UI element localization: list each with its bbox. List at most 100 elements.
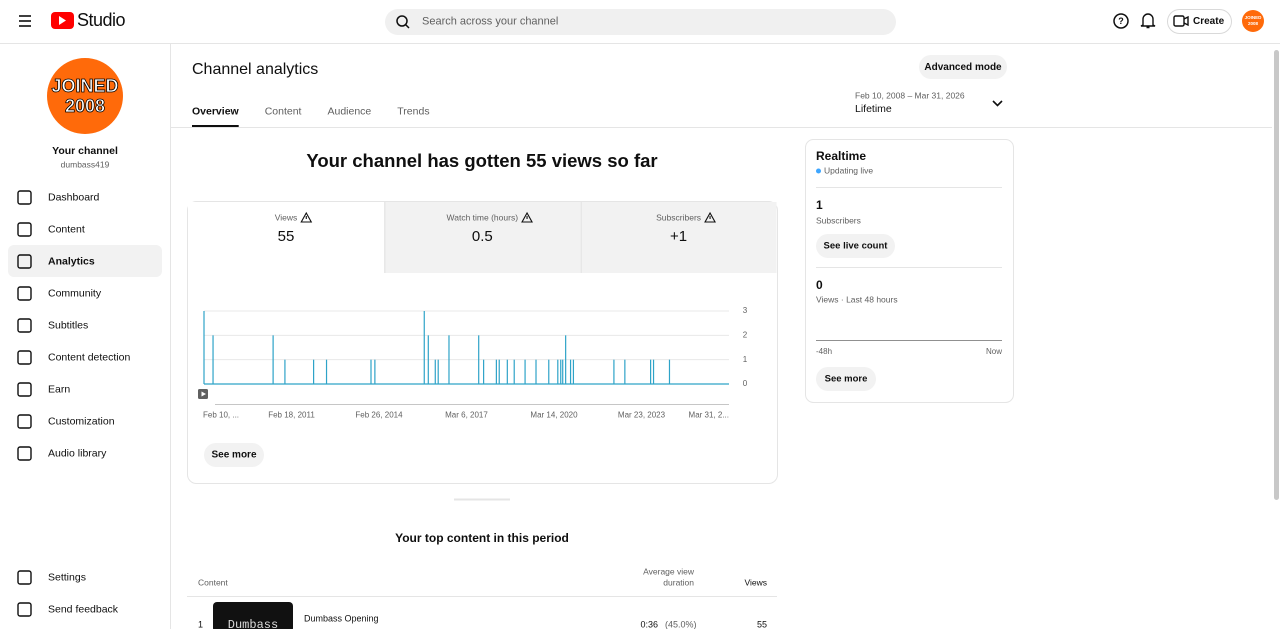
live-count-button[interactable]: See live count: [816, 234, 895, 258]
x-tick-label: Mar 23, 2023: [618, 411, 666, 420]
button-bg: [816, 367, 876, 391]
avatar-text: 2008: [1248, 21, 1259, 26]
nav-item[interactable]: Community: [17, 286, 102, 301]
sidebar-nav: Dashboard Content Analytics Community Subtit…: [8, 190, 162, 617]
nav-icon: [17, 190, 32, 205]
nav-item[interactable]: Subtitles: [17, 318, 88, 333]
nav-icon: [17, 350, 32, 365]
nav-icon: [17, 602, 32, 617]
tab[interactable]: Trends: [397, 105, 429, 117]
search-field[interactable]: [385, 9, 896, 35]
help-button[interactable]: ?: [1113, 13, 1129, 29]
thumbnail-text: Dumbass: [228, 618, 278, 629]
views-label: Views · Last 48 hours: [816, 294, 898, 304]
metric-tab[interactable]: Subscribers +1: [580, 202, 777, 273]
x-tick-label: Feb 10, ...: [203, 411, 239, 420]
channel-avatar[interactable]: JOINED 2008: [47, 58, 123, 134]
nav-icon: [17, 222, 32, 237]
channel-avatar-text: 2008: [65, 96, 105, 116]
button-bg: [919, 55, 1007, 79]
button-bg: [816, 234, 895, 258]
tab[interactable]: Overview: [192, 105, 240, 117]
avg-duration: 0:36: [640, 619, 658, 629]
nav-label: Content detection: [48, 351, 130, 363]
create-label: Create: [1193, 16, 1225, 27]
tabs: Overview Content Audience Trends: [192, 105, 430, 127]
nav-icon: [17, 570, 32, 585]
rank: 1: [198, 619, 203, 629]
scrollbar[interactable]: [1274, 50, 1279, 500]
y-tick-label: 2: [743, 330, 748, 339]
metric-tabs: Views 55 Watch time (hours) 0.5 Subscribers +…: [188, 202, 777, 273]
metric-tab[interactable]: Views 55: [188, 202, 384, 273]
menu-button[interactable]: [19, 15, 31, 27]
nav-item[interactable]: Audio library: [17, 446, 107, 461]
logo[interactable]: Studio: [51, 10, 126, 30]
warning-icon: [300, 211, 313, 223]
page-title: Channel analytics: [192, 61, 318, 78]
nav-item[interactable]: Settings: [17, 570, 86, 585]
channel-label: Your channel: [52, 145, 118, 157]
button-bg: [204, 443, 264, 467]
advanced-mode-button[interactable]: Advanced mode: [919, 55, 1007, 79]
video-title: Dumbass Opening: [304, 613, 379, 623]
content-row[interactable]: 1 Dumbass Dumbass Opening 0:36 (45.0%) 5…: [198, 602, 767, 629]
x-tick-label: Mar 6, 2017: [445, 411, 488, 420]
nav-icon: [17, 414, 32, 429]
nav-icon: [17, 254, 32, 269]
x-tick-label: Mar 14, 2020: [530, 411, 578, 420]
create-button[interactable]: Create: [1167, 9, 1232, 34]
notifications-button[interactable]: [1140, 13, 1156, 29]
views-count: 0: [816, 278, 823, 292]
nav-item[interactable]: Content: [17, 222, 85, 237]
nav-item[interactable]: Customization: [17, 414, 115, 429]
nav-label: Settings: [48, 571, 86, 583]
axis-end: Now: [986, 347, 1002, 356]
metric-bg: [580, 202, 777, 273]
see-more-button[interactable]: See more: [204, 443, 264, 467]
channel-avatar-text: JOINED: [51, 76, 118, 96]
nav-label: Community: [48, 287, 102, 299]
nav-item[interactable]: Analytics: [8, 245, 162, 277]
logo-play: [59, 16, 66, 25]
views-chart: 0 1 2 3 Feb 10, ... Feb 18, 2011 Feb 26, 2014 M…: [198, 306, 748, 420]
y-tick-label: 0: [743, 379, 748, 388]
tab[interactable]: Audience: [327, 105, 371, 117]
logo-text: Studio: [77, 10, 126, 30]
nav-item[interactable]: Content detection: [17, 350, 130, 365]
channel-handle: dumbass419: [61, 159, 110, 169]
search-placeholder: Search across your channel: [422, 15, 558, 27]
axis-start: -48h: [816, 347, 832, 356]
nav-item[interactable]: Earn: [17, 382, 70, 397]
subscriber-label: Subscribers: [816, 215, 861, 225]
nav-icon: [17, 446, 32, 461]
button-label: See more: [211, 450, 256, 461]
metric-label: Views: [275, 212, 298, 222]
metric-tab[interactable]: Watch time (hours) 0.5: [384, 202, 581, 273]
nav-label: Subtitles: [48, 319, 88, 331]
search-box[interactable]: Search across your channel: [385, 9, 896, 35]
create-icon-lens: [1183, 15, 1189, 27]
button-label: See more: [825, 374, 868, 385]
nav-item[interactable]: Send feedback: [17, 602, 119, 617]
column-header: Views: [744, 577, 767, 587]
x-tick-label: Feb 26, 2014: [355, 411, 403, 420]
y-tick-label: 3: [743, 306, 748, 315]
nav-label: Earn: [48, 383, 70, 395]
column-header: Average view: [643, 566, 695, 576]
avatar-text: JOINED: [1245, 15, 1263, 20]
nav-label: Customization: [48, 415, 115, 427]
x-tick-label: Feb 18, 2011: [268, 411, 315, 420]
metric-value: +1: [670, 228, 687, 245]
column-header: Content: [198, 577, 228, 587]
x-tick-label: Mar 31, 2...: [689, 411, 729, 420]
nav-label: Dashboard: [48, 191, 100, 203]
realtime-see-more-button[interactable]: See more: [816, 367, 876, 391]
date-picker[interactable]: Feb 10, 2008 – Mar 31, 2026 Lifetime: [855, 90, 1003, 115]
search-icon-handle: [404, 23, 410, 29]
realtime-status: Updating live: [824, 165, 873, 175]
tab[interactable]: Content: [265, 105, 302, 117]
account-avatar[interactable]: JOINED 2008: [1242, 10, 1264, 32]
nav-item[interactable]: Dashboard: [17, 190, 100, 205]
